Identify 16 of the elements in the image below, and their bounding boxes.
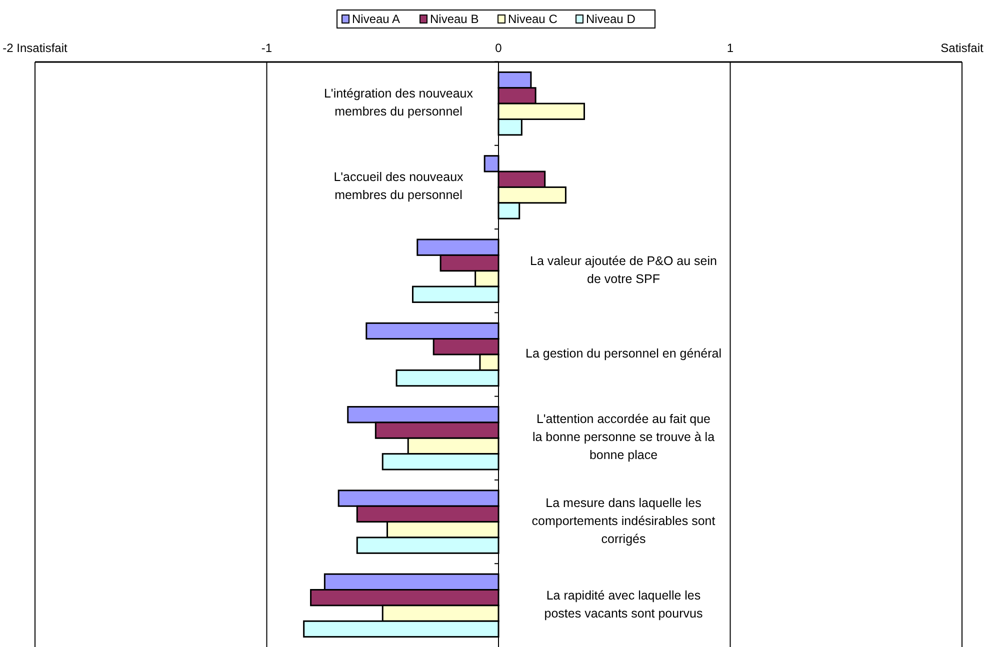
x-tick-label: -2 Insatisfait bbox=[2, 41, 68, 55]
x-tick-label: 1 bbox=[726, 41, 734, 55]
legend-label: Niveau B bbox=[430, 12, 479, 26]
y-tick-label: La rapidité avec laquelle les postes vacants sont pourvus bbox=[544, 588, 703, 621]
y-tick-label: L'attention accordée au fait que la bonne personne se trouve à la bonne place bbox=[532, 412, 715, 462]
x-tick-label: -1 bbox=[261, 41, 272, 55]
y-tick-label: La valeur ajoutée de P&O au sein de votre SPF bbox=[530, 254, 718, 286]
legend-label: Niveau D bbox=[586, 12, 636, 26]
legend-label: Niveau C bbox=[508, 12, 558, 26]
legend-label: Niveau A bbox=[352, 12, 400, 26]
x-tick-label: 0 bbox=[495, 41, 502, 55]
y-tick-label: L'intégration des nouveaux membres du personnel bbox=[324, 86, 474, 119]
x-tick-label: Satisfait bbox=[940, 41, 984, 55]
y-tick-label: La gestion du personnel en général bbox=[526, 346, 722, 361]
y-tick-label: La mesure dans laquelle les comportements indésirables sont corrigés bbox=[532, 496, 716, 546]
y-tick-label: L'accueil des nouveaux membres du personnel bbox=[334, 170, 464, 202]
